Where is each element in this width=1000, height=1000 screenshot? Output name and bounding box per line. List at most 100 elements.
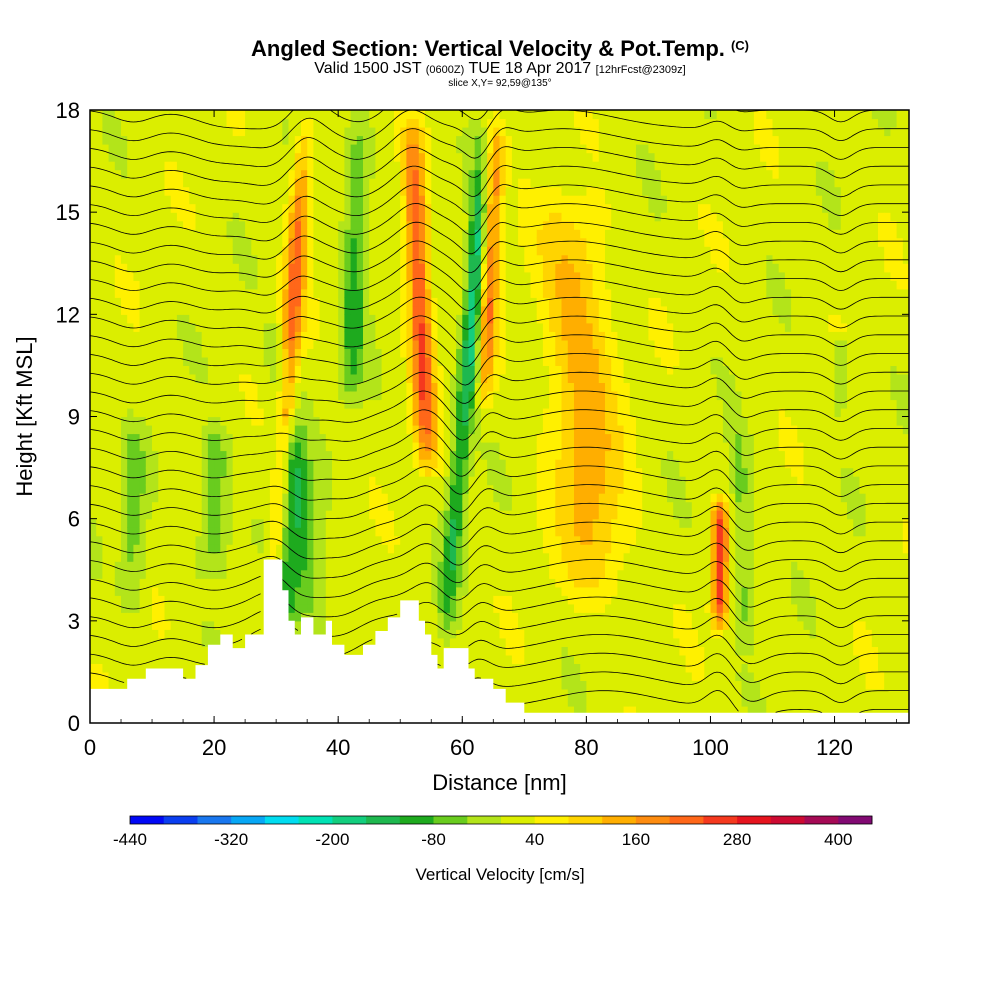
velocity-cell	[394, 382, 401, 392]
velocity-cell	[257, 263, 265, 273]
velocity-cell	[369, 212, 376, 222]
velocity-cell	[301, 144, 308, 154]
velocity-cell	[443, 416, 451, 426]
velocity-cell	[133, 246, 141, 256]
velocity-cell	[158, 331, 166, 341]
velocity-cell	[301, 288, 308, 298]
velocity-cell	[108, 339, 116, 349]
velocity-cell	[443, 144, 451, 154]
velocity-cell	[201, 518, 209, 528]
velocity-cell	[276, 186, 283, 196]
velocity-cell	[344, 603, 352, 613]
velocity-cell	[449, 305, 457, 315]
velocity-cell	[127, 144, 134, 154]
velocity-cell	[505, 322, 513, 332]
velocity-cell	[325, 271, 333, 281]
velocity-cell	[418, 450, 426, 460]
velocity-cell	[164, 322, 172, 332]
velocity-cell	[356, 518, 364, 528]
velocity-cell	[207, 629, 215, 639]
velocity-cell	[158, 178, 166, 188]
velocity-cell	[226, 263, 234, 273]
velocity-cell	[176, 501, 184, 511]
velocity-cell	[301, 391, 308, 401]
velocity-cell	[518, 586, 525, 596]
velocity-cell	[214, 110, 221, 120]
velocity-cell	[207, 135, 215, 145]
velocity-cell	[145, 442, 153, 452]
velocity-cell	[363, 535, 370, 545]
velocity-cell	[400, 595, 407, 605]
velocity-cell	[183, 510, 190, 520]
velocity-cell	[425, 237, 432, 247]
velocity-cell	[350, 603, 358, 613]
velocity-cell	[480, 654, 488, 664]
velocity-cell	[338, 578, 345, 588]
velocity-cell	[511, 459, 519, 469]
velocity-cell	[257, 493, 265, 503]
velocity-cell	[456, 493, 463, 503]
velocity-cell	[356, 467, 364, 477]
velocity-cell	[480, 552, 488, 562]
velocity-cell	[238, 637, 246, 647]
velocity-cell	[499, 263, 507, 273]
velocity-cell	[108, 288, 116, 298]
velocity-cell	[400, 246, 407, 256]
velocity-cell	[499, 663, 507, 673]
velocity-cell	[201, 127, 209, 137]
velocity-cell	[121, 569, 128, 579]
velocity-cell	[344, 459, 352, 469]
velocity-cell	[257, 578, 265, 588]
velocity-cell	[319, 288, 327, 298]
velocity-cell	[145, 127, 153, 137]
velocity-cell	[493, 127, 501, 137]
velocity-cell	[121, 195, 128, 205]
velocity-cell	[307, 408, 314, 418]
velocity-cell	[480, 561, 488, 571]
velocity-cell	[133, 399, 141, 409]
velocity-cell	[145, 135, 153, 145]
velocity-cell	[394, 484, 401, 494]
velocity-cell	[121, 382, 128, 392]
velocity-cell	[468, 518, 476, 528]
velocity-cell	[307, 484, 314, 494]
velocity-cell	[170, 612, 178, 622]
velocity-cell	[344, 561, 352, 571]
velocity-cell	[139, 620, 147, 630]
velocity-cell	[269, 382, 277, 392]
velocity-cell	[449, 484, 457, 494]
velocity-cell	[375, 433, 383, 443]
velocity-cell	[158, 484, 166, 494]
velocity-cell	[176, 408, 184, 418]
velocity-cell	[437, 178, 445, 188]
velocity-cell	[145, 288, 153, 298]
velocity-cell	[121, 629, 128, 639]
velocity-cell	[400, 135, 407, 145]
velocity-field	[90, 110, 909, 723]
velocity-cell	[387, 518, 395, 528]
velocity-cell	[201, 186, 209, 196]
velocity-cell	[449, 510, 457, 520]
velocity-cell	[369, 510, 376, 520]
velocity-cell	[207, 229, 215, 239]
velocity-cell	[313, 237, 321, 247]
velocity-cell	[319, 552, 327, 562]
velocity-cell	[363, 144, 370, 154]
velocity-cell	[462, 314, 470, 324]
velocity-cell	[431, 552, 439, 562]
velocity-cell	[350, 544, 358, 554]
velocity-cell	[505, 459, 513, 469]
velocity-cell	[412, 467, 420, 477]
velocity-cell	[269, 544, 277, 554]
velocity-cell	[288, 118, 296, 128]
velocity-cell	[201, 331, 209, 341]
velocity-cell	[102, 527, 110, 537]
velocity-cell	[350, 356, 358, 366]
velocity-cell	[102, 135, 110, 145]
velocity-cell	[158, 527, 166, 537]
velocity-cell	[344, 527, 352, 537]
velocity-cell	[499, 408, 507, 418]
velocity-cell	[263, 203, 271, 213]
velocity-cell	[145, 399, 153, 409]
velocity-cell	[133, 237, 141, 247]
